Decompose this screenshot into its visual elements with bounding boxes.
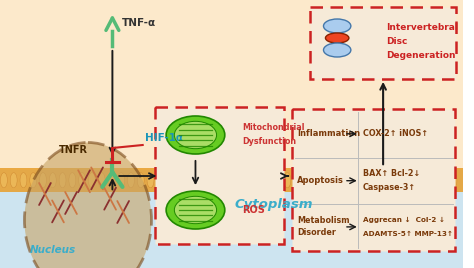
Text: Mitochondrial: Mitochondrial bbox=[242, 124, 305, 132]
Ellipse shape bbox=[382, 173, 389, 188]
Text: Disorder: Disorder bbox=[297, 228, 336, 237]
Text: ROS: ROS bbox=[242, 205, 265, 215]
FancyBboxPatch shape bbox=[310, 7, 456, 79]
Ellipse shape bbox=[166, 116, 225, 154]
Text: Intervertebral: Intervertebral bbox=[386, 24, 458, 32]
Ellipse shape bbox=[411, 173, 418, 188]
Ellipse shape bbox=[225, 173, 232, 188]
Text: Degeneration: Degeneration bbox=[386, 51, 456, 61]
Ellipse shape bbox=[49, 173, 56, 188]
Text: TNFR: TNFR bbox=[59, 145, 88, 155]
Text: Cytoplasm: Cytoplasm bbox=[235, 198, 313, 211]
Ellipse shape bbox=[303, 173, 310, 188]
FancyBboxPatch shape bbox=[292, 109, 456, 251]
Ellipse shape bbox=[89, 173, 95, 188]
Ellipse shape bbox=[216, 173, 222, 188]
Ellipse shape bbox=[20, 173, 27, 188]
Text: Inflammation: Inflammation bbox=[297, 129, 360, 138]
Ellipse shape bbox=[167, 173, 173, 188]
Ellipse shape bbox=[118, 173, 125, 188]
Ellipse shape bbox=[392, 173, 398, 188]
Ellipse shape bbox=[323, 19, 351, 33]
Ellipse shape bbox=[255, 173, 262, 188]
Ellipse shape bbox=[430, 173, 438, 188]
Ellipse shape bbox=[25, 143, 152, 268]
Ellipse shape bbox=[166, 191, 225, 229]
Text: Metabolism: Metabolism bbox=[297, 216, 350, 225]
Ellipse shape bbox=[235, 173, 242, 188]
Ellipse shape bbox=[10, 173, 17, 188]
Ellipse shape bbox=[440, 173, 447, 188]
Text: BAX↑ Bcl-2↓: BAX↑ Bcl-2↓ bbox=[363, 169, 420, 178]
Text: Disc: Disc bbox=[386, 38, 407, 47]
Text: Nucleus: Nucleus bbox=[29, 245, 75, 255]
Ellipse shape bbox=[196, 173, 203, 188]
Ellipse shape bbox=[274, 173, 281, 188]
Ellipse shape bbox=[137, 173, 144, 188]
FancyBboxPatch shape bbox=[155, 107, 284, 244]
Ellipse shape bbox=[450, 173, 457, 188]
Text: Dysfunction: Dysfunction bbox=[242, 137, 297, 147]
Text: Apoptosis: Apoptosis bbox=[297, 176, 344, 185]
Ellipse shape bbox=[362, 173, 369, 188]
Ellipse shape bbox=[128, 173, 135, 188]
Text: HIF-1α: HIF-1α bbox=[145, 133, 182, 143]
Text: Aggrecan ↓  Col-2 ↓: Aggrecan ↓ Col-2 ↓ bbox=[363, 217, 445, 223]
Ellipse shape bbox=[176, 173, 183, 188]
Ellipse shape bbox=[147, 173, 154, 188]
Ellipse shape bbox=[326, 33, 349, 43]
Ellipse shape bbox=[313, 173, 320, 188]
Ellipse shape bbox=[421, 173, 428, 188]
Text: COX-2↑ iNOS↑: COX-2↑ iNOS↑ bbox=[363, 129, 428, 138]
Ellipse shape bbox=[174, 196, 217, 224]
Ellipse shape bbox=[186, 173, 193, 188]
Ellipse shape bbox=[245, 173, 252, 188]
Ellipse shape bbox=[98, 173, 105, 188]
Text: TNF-α: TNF-α bbox=[122, 18, 156, 28]
Bar bbox=[0, 168, 463, 192]
Ellipse shape bbox=[157, 173, 164, 188]
Ellipse shape bbox=[343, 173, 349, 188]
Ellipse shape bbox=[264, 173, 271, 188]
Ellipse shape bbox=[174, 121, 217, 149]
Ellipse shape bbox=[59, 173, 66, 188]
Ellipse shape bbox=[108, 173, 115, 188]
Ellipse shape bbox=[294, 173, 301, 188]
Ellipse shape bbox=[0, 173, 7, 188]
Bar bbox=[0, 170, 463, 268]
Ellipse shape bbox=[284, 173, 291, 188]
Ellipse shape bbox=[69, 173, 76, 188]
Ellipse shape bbox=[401, 173, 408, 188]
Ellipse shape bbox=[323, 173, 330, 188]
Text: ADAMTS-5↑ MMP-13↑: ADAMTS-5↑ MMP-13↑ bbox=[363, 231, 453, 237]
Ellipse shape bbox=[30, 173, 36, 188]
Bar bbox=[0, 0, 463, 170]
Ellipse shape bbox=[323, 43, 351, 57]
Ellipse shape bbox=[333, 173, 340, 188]
Ellipse shape bbox=[352, 173, 359, 188]
Ellipse shape bbox=[206, 173, 212, 188]
Text: Caspase-3↑: Caspase-3↑ bbox=[363, 183, 416, 192]
Ellipse shape bbox=[79, 173, 85, 188]
Ellipse shape bbox=[40, 173, 46, 188]
Ellipse shape bbox=[372, 173, 379, 188]
